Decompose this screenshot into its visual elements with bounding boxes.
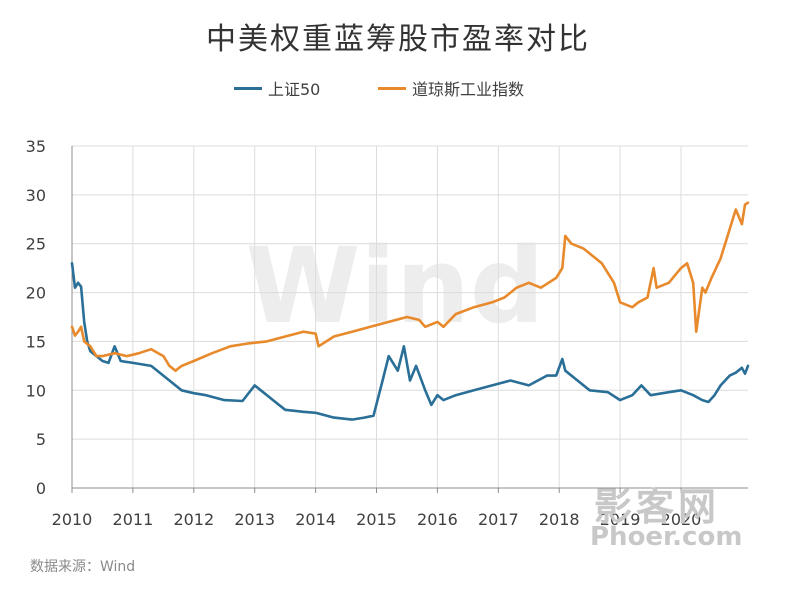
- legend-swatch-series-1: [378, 86, 406, 90]
- y-tick-label-2: 10: [26, 381, 46, 400]
- source-note: 数据来源：Wind: [30, 559, 136, 575]
- y-tick-label-6: 30: [26, 186, 46, 205]
- y-tick-label-0: 0: [36, 479, 46, 498]
- legend-item-series-1: 道琼斯工业指数: [378, 76, 524, 100]
- y-tick-label-1: 5: [36, 430, 46, 449]
- x-tick-label-0: 2010: [52, 510, 93, 529]
- x-tick-label-3: 2013: [234, 510, 275, 529]
- legend-swatch-series-0: [234, 86, 262, 90]
- chart-legend: 上证50 道琼斯工业指数: [0, 76, 796, 100]
- x-tick-label-10: 2020: [661, 510, 702, 529]
- x-tick-label-8: 2018: [539, 510, 580, 529]
- series-line-1: [70, 201, 750, 372]
- site-url-watermark: Phoer.com: [590, 522, 743, 552]
- x-tick-label-9: 2019: [600, 510, 641, 529]
- legend-label-series-0: 上证50: [268, 80, 321, 99]
- series-line-0: [70, 262, 750, 421]
- wind-watermark: Wind: [246, 225, 545, 347]
- x-tick-label-6: 2016: [417, 510, 458, 529]
- x-tick-label-1: 2011: [113, 510, 154, 529]
- y-tick-label-7: 35: [26, 137, 46, 156]
- y-tick-label-4: 20: [26, 284, 46, 303]
- x-tick-label-2: 2012: [173, 510, 214, 529]
- x-tick-label-4: 2014: [295, 510, 336, 529]
- x-tick-label-7: 2017: [478, 510, 519, 529]
- legend-item-series-0: 上证50: [234, 76, 320, 100]
- site-watermark: 影客网: [594, 485, 721, 529]
- x-tick-label-5: 2015: [356, 510, 397, 529]
- chart-title: 中美权重蓝筹股市盈率对比: [206, 22, 590, 57]
- y-tick-label-3: 15: [26, 332, 46, 351]
- y-tick-label-5: 25: [26, 235, 46, 254]
- legend-label-series-1: 道琼斯工业指数: [412, 80, 525, 99]
